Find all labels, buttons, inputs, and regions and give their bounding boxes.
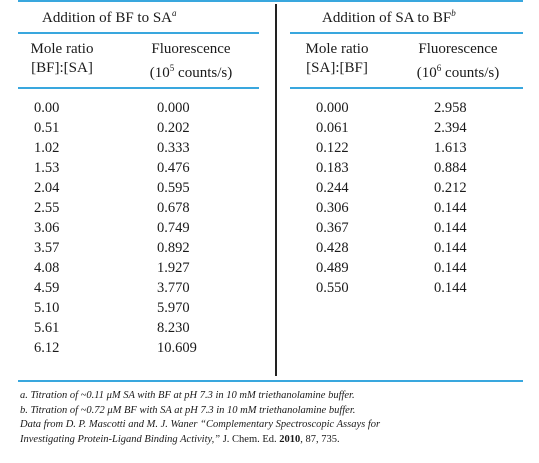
table-cell-fluorescence: 0.476	[157, 160, 190, 176]
table-cell-mole-ratio: 3.06	[34, 220, 60, 236]
table-cell-fluorescence: 0.000	[157, 100, 190, 116]
table-cell-mole-ratio: 4.08	[34, 260, 60, 276]
table-cell-mole-ratio: 2.55	[34, 200, 60, 216]
footnotes: a. Titration of ~0.11 μM SA with BF at p…	[20, 389, 380, 447]
table-cell-mole-ratio: 0.000	[316, 100, 349, 116]
right-col2-header: Fluorescence (106 counts/s)	[416, 41, 500, 81]
table-cell-fluorescence: 0.749	[157, 220, 190, 236]
table-cell-fluorescence: 0.144	[434, 280, 467, 296]
table-cell-fluorescence: 0.884	[434, 160, 467, 176]
table-cell-mole-ratio: 2.04	[34, 180, 60, 196]
table-cell-mole-ratio: 1.02	[34, 140, 60, 156]
table-cell-fluorescence: 0.144	[434, 220, 467, 236]
right-fluorescence-column: 2.958 2.394 1.613 0.884 0.212 0.144 0.144 0.144…	[434, 98, 467, 298]
table-cell-mole-ratio: 6.12	[34, 340, 60, 356]
table-cell-fluorescence: 0.212	[434, 180, 467, 196]
table-cell-fluorescence: 0.144	[434, 240, 467, 256]
table-cell-fluorescence: 0.678	[157, 200, 190, 216]
source-line-2: Investigating Protein-Ligand Binding Act…	[20, 433, 340, 445]
table-cell-mole-ratio: 0.51	[34, 120, 60, 136]
table-cell-mole-ratio: 5.61	[34, 320, 60, 336]
top-rule	[18, 0, 523, 2]
left-fluorescence-column: 0.000 0.202 0.333 0.476 0.595 0.678 0.749 0.892…	[157, 98, 197, 358]
table-cell-mole-ratio: 5.10	[34, 300, 60, 316]
table-cell-mole-ratio: 0.489	[316, 260, 349, 276]
table-cell-fluorescence: 5.970	[157, 300, 190, 316]
table-cell-mole-ratio: 0.122	[316, 140, 349, 156]
table-cell-mole-ratio: 0.00	[34, 100, 60, 116]
table-cell-fluorescence: 0.595	[157, 180, 190, 196]
table-cell-mole-ratio: 3.57	[34, 240, 60, 256]
right-header-rule	[290, 32, 523, 34]
data-table: Addition of BF to SAa Mole ratio [BF]:[SA…	[18, 0, 523, 463]
footnote-a: a. Titration of ~0.11 μM SA with BF at p…	[20, 390, 355, 401]
left-col2-header: Fluorescence (105 counts/s)	[149, 41, 233, 81]
table-cell-mole-ratio: 0.367	[316, 220, 349, 236]
table-cell-mole-ratio: 1.53	[34, 160, 60, 176]
source-line-1: Data from D. P. Mascotti and M. J. Waner…	[20, 419, 381, 430]
bottom-rule	[18, 380, 523, 382]
table-cell-fluorescence: 2.394	[434, 120, 467, 136]
table-cell-fluorescence: 0.144	[434, 200, 467, 216]
table-cell-mole-ratio: 0.306	[316, 200, 349, 216]
table-cell-fluorescence: 0.202	[157, 120, 190, 136]
footnote-b: b. Titration of ~0.72 μM BF with SA at p…	[20, 404, 356, 416]
table-cell-fluorescence: 10.609	[157, 340, 197, 356]
right-ratio-column: 0.000 0.061 0.122 0.183 0.244 0.306 0.367 0.428…	[316, 98, 349, 298]
left-group-title: Addition of BF to SAa	[42, 8, 177, 26]
right-header-bottom-rule	[290, 87, 523, 89]
left-col1-header: Mole ratio [BF]:[SA]	[30, 41, 94, 76]
table-cell-mole-ratio: 0.183	[316, 160, 349, 176]
left-header-rule	[18, 32, 259, 34]
table-cell-fluorescence: 0.333	[157, 140, 190, 156]
table-cell-fluorescence: 1.927	[157, 260, 190, 276]
left-ratio-column: 0.00 0.51 1.02 1.53 2.04 2.55 3.06 3.57 4.08 4.59…	[34, 98, 59, 358]
table-cell-fluorescence: 1.613	[434, 140, 467, 156]
right-group-title: Addition of SA to BFb	[322, 8, 456, 26]
table-cell-fluorescence: 3.770	[157, 280, 190, 296]
right-col1-header: Mole ratio [SA]:[BF]	[305, 41, 369, 76]
table-cell-fluorescence: 2.958	[434, 100, 467, 116]
table-cell-mole-ratio: 0.550	[316, 280, 349, 296]
column-divider	[275, 4, 277, 376]
table-cell-fluorescence: 0.892	[157, 240, 190, 256]
table-cell-fluorescence: 8.230	[157, 320, 190, 336]
table-cell-fluorescence: 0.144	[434, 260, 467, 276]
table-cell-mole-ratio: 0.428	[316, 240, 349, 256]
table-cell-mole-ratio: 0.061	[316, 120, 349, 136]
table-cell-mole-ratio: 0.244	[316, 180, 349, 196]
table-cell-mole-ratio: 4.59	[34, 280, 60, 296]
left-header-bottom-rule	[18, 87, 259, 89]
